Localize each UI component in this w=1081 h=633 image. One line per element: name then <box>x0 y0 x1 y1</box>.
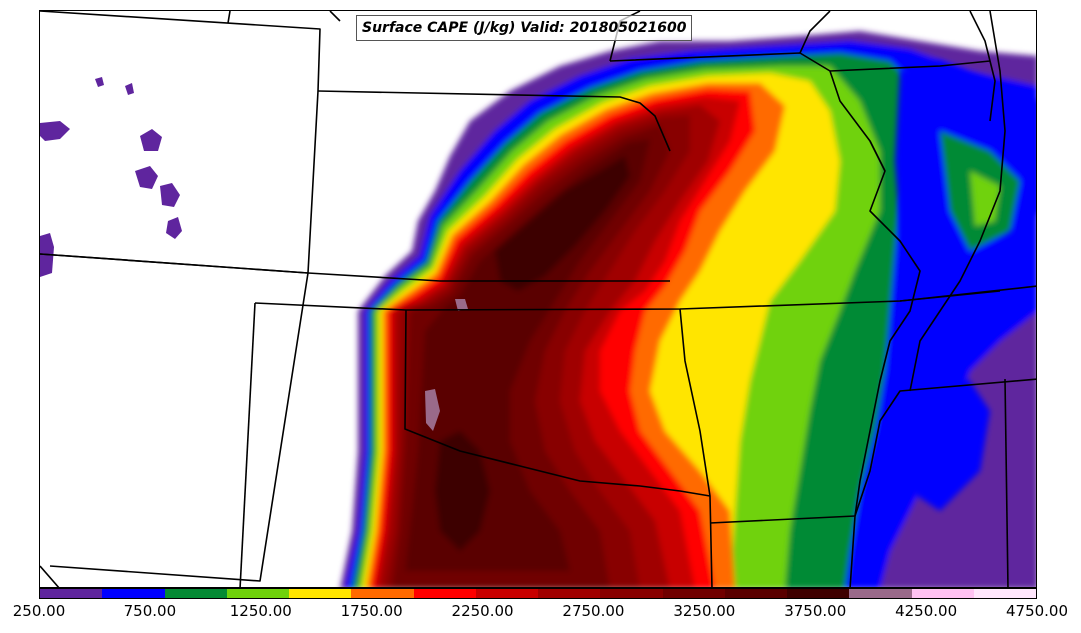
state-boundaries <box>40 11 1036 587</box>
colorbar-segment <box>600 589 663 598</box>
colorbar-tick-label: 2250.00 <box>451 602 514 620</box>
colorbar-segment <box>911 589 974 598</box>
border-ok-ar <box>679 308 713 587</box>
border-wyoming <box>40 11 321 274</box>
colorbar-tick-label: 4750.00 <box>1005 602 1069 620</box>
colorbar-segment <box>724 589 787 598</box>
border-ar-ms <box>854 378 1036 517</box>
colorbar-tick-label: 250.00 <box>12 602 66 620</box>
border-ny-frag <box>329 11 341 22</box>
colorbar-tick-label: 3250.00 <box>673 602 736 620</box>
border-ky-tn <box>899 285 1036 302</box>
colorbar-segment <box>849 589 912 598</box>
lake-michigan-shore <box>969 11 996 122</box>
colorbar-tick-label: 2750.00 <box>562 602 625 620</box>
colorbar-tick-label: 1250.00 <box>229 602 292 620</box>
colorbar-segment <box>538 589 601 598</box>
eastern-cape-lobes <box>895 61 1036 511</box>
cape-map <box>40 11 1036 587</box>
border-colorado <box>40 253 309 582</box>
border-ar-la <box>709 515 856 524</box>
map-panel <box>39 10 1037 588</box>
border-ne-sd <box>317 90 671 152</box>
cape-band-3250 <box>495 156 630 291</box>
colorbar-tick-label: 750.00 <box>123 602 177 620</box>
cape-band-3250b <box>435 431 490 551</box>
colorbar-segment <box>289 589 352 598</box>
border-mn-wi <box>799 11 831 54</box>
colorbar-segment <box>475 589 538 598</box>
colorbar-segment <box>226 589 289 598</box>
colorbar-segment <box>413 589 476 598</box>
colorbar-segment <box>973 589 1036 598</box>
colorbar-segment <box>40 589 103 598</box>
border-mississippi-river <box>849 140 921 587</box>
border-ok-tx <box>404 309 711 497</box>
colorbar-segment <box>787 589 850 598</box>
border-al <box>1004 378 1009 587</box>
border-wi-il <box>829 60 991 72</box>
colorbar-segment <box>164 589 227 598</box>
colorbar <box>39 588 1037 599</box>
colorbar-segment <box>102 589 165 598</box>
border-ks-ne <box>307 272 670 282</box>
border-nm-tx <box>239 302 256 587</box>
border-tx-sw <box>40 565 60 587</box>
western-cape-patches <box>40 77 468 431</box>
colorbar-tick-label: 1750.00 <box>340 602 403 620</box>
border-idaho-montana <box>227 11 231 24</box>
colorbar-tick-label: 4250.00 <box>895 602 958 620</box>
map-title: Surface CAPE (J/kg) Valid: 201805021600 <box>356 15 693 41</box>
colorbar-tick-label: 3750.00 <box>784 602 847 620</box>
border-il-in <box>909 11 1006 392</box>
colorbar-segment <box>662 589 725 598</box>
cape-contours <box>340 31 1036 587</box>
colorbar-segment <box>351 589 414 598</box>
